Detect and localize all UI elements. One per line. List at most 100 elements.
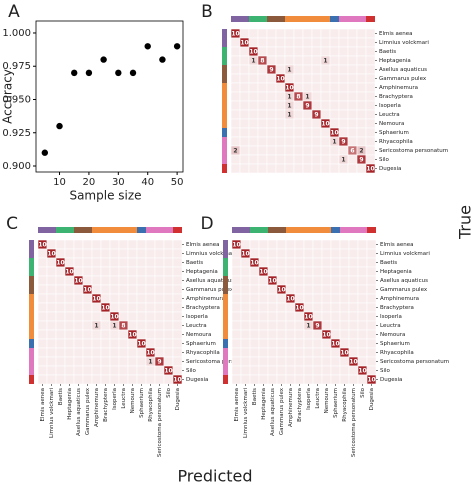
cell-label: 10 bbox=[128, 332, 136, 339]
x-tick-label: 20 bbox=[83, 177, 96, 188]
cell bbox=[276, 257, 287, 268]
cell bbox=[339, 302, 350, 313]
class-color-left bbox=[223, 312, 228, 321]
cell bbox=[347, 64, 358, 75]
cell-label: 9 bbox=[314, 112, 318, 119]
cell bbox=[145, 320, 156, 331]
cell bbox=[249, 239, 260, 250]
class-color-left bbox=[29, 339, 34, 348]
cell bbox=[276, 248, 287, 259]
cell bbox=[154, 320, 165, 331]
cell bbox=[266, 109, 277, 120]
cell bbox=[163, 356, 174, 367]
cell bbox=[258, 374, 269, 385]
class-color-top bbox=[313, 227, 322, 233]
cell bbox=[249, 275, 260, 286]
cell bbox=[258, 284, 269, 295]
cell bbox=[109, 293, 120, 304]
cell bbox=[267, 248, 278, 259]
cell bbox=[320, 109, 331, 120]
cell bbox=[100, 356, 111, 367]
cell bbox=[82, 302, 93, 313]
class-color-left bbox=[29, 240, 34, 249]
cell bbox=[46, 257, 57, 268]
cell bbox=[347, 46, 358, 57]
cell bbox=[109, 329, 120, 340]
cell bbox=[311, 118, 322, 129]
col-label: Limnius volckmari bbox=[243, 388, 249, 438]
col-label: Asellus aquaticus bbox=[76, 388, 82, 436]
cell bbox=[365, 127, 376, 138]
cell bbox=[257, 91, 268, 102]
cell-label: 10 bbox=[295, 305, 303, 312]
cell bbox=[136, 329, 147, 340]
cell bbox=[37, 329, 48, 340]
cell bbox=[365, 64, 376, 75]
cell bbox=[136, 239, 147, 250]
cell bbox=[46, 356, 57, 367]
class-color-left bbox=[222, 101, 227, 110]
row-label: Sericostoma personatum bbox=[186, 359, 255, 365]
cell bbox=[127, 275, 138, 286]
col-label: Sericostoma personatum bbox=[157, 388, 163, 457]
cell bbox=[357, 311, 368, 322]
class-color-top bbox=[339, 16, 348, 22]
cell bbox=[329, 91, 340, 102]
cell bbox=[294, 356, 305, 367]
cell bbox=[240, 374, 251, 385]
cell bbox=[127, 311, 138, 322]
cell bbox=[357, 257, 368, 268]
cell bbox=[37, 320, 48, 331]
cell bbox=[275, 127, 286, 138]
cell bbox=[348, 275, 359, 286]
cell bbox=[37, 311, 48, 322]
cell bbox=[285, 320, 296, 331]
cell bbox=[73, 356, 84, 367]
class-color-left bbox=[222, 29, 227, 38]
class-color-left bbox=[223, 366, 228, 375]
cell bbox=[73, 284, 84, 295]
cell bbox=[303, 275, 314, 286]
cell bbox=[46, 311, 57, 322]
cell bbox=[82, 293, 93, 304]
cell bbox=[154, 374, 165, 385]
cell bbox=[37, 365, 48, 376]
cell bbox=[348, 374, 359, 385]
cell bbox=[55, 293, 66, 304]
cell bbox=[257, 145, 268, 156]
class-color-top bbox=[137, 227, 146, 233]
cell bbox=[37, 374, 48, 385]
cell bbox=[321, 239, 332, 250]
cell bbox=[37, 284, 48, 295]
cell-label: 1 bbox=[323, 58, 327, 65]
point bbox=[115, 69, 122, 77]
cell bbox=[239, 28, 250, 39]
cell bbox=[339, 320, 350, 331]
cell bbox=[230, 91, 241, 102]
cell bbox=[338, 37, 349, 48]
cell-label: 10 bbox=[286, 296, 294, 303]
cell bbox=[321, 374, 332, 385]
class-color-top bbox=[173, 227, 182, 233]
row-label: Rhyacophila bbox=[379, 139, 413, 145]
cell bbox=[109, 284, 120, 295]
row-label: Silo bbox=[379, 157, 390, 163]
cell bbox=[136, 374, 147, 385]
cell bbox=[285, 284, 296, 295]
cell bbox=[73, 320, 84, 331]
cell bbox=[46, 320, 57, 331]
class-color-left bbox=[29, 249, 34, 258]
cell bbox=[312, 239, 323, 250]
cell bbox=[172, 293, 183, 304]
cell bbox=[240, 338, 251, 349]
cell bbox=[100, 293, 111, 304]
cell-label: 10 bbox=[358, 368, 366, 375]
cell bbox=[248, 163, 259, 174]
cell bbox=[357, 284, 368, 295]
cell bbox=[356, 46, 367, 57]
cell bbox=[356, 82, 367, 93]
cell-label: 10 bbox=[330, 130, 338, 137]
x-tick-label: 10 bbox=[53, 177, 66, 188]
cell bbox=[55, 329, 66, 340]
cell bbox=[239, 73, 250, 84]
